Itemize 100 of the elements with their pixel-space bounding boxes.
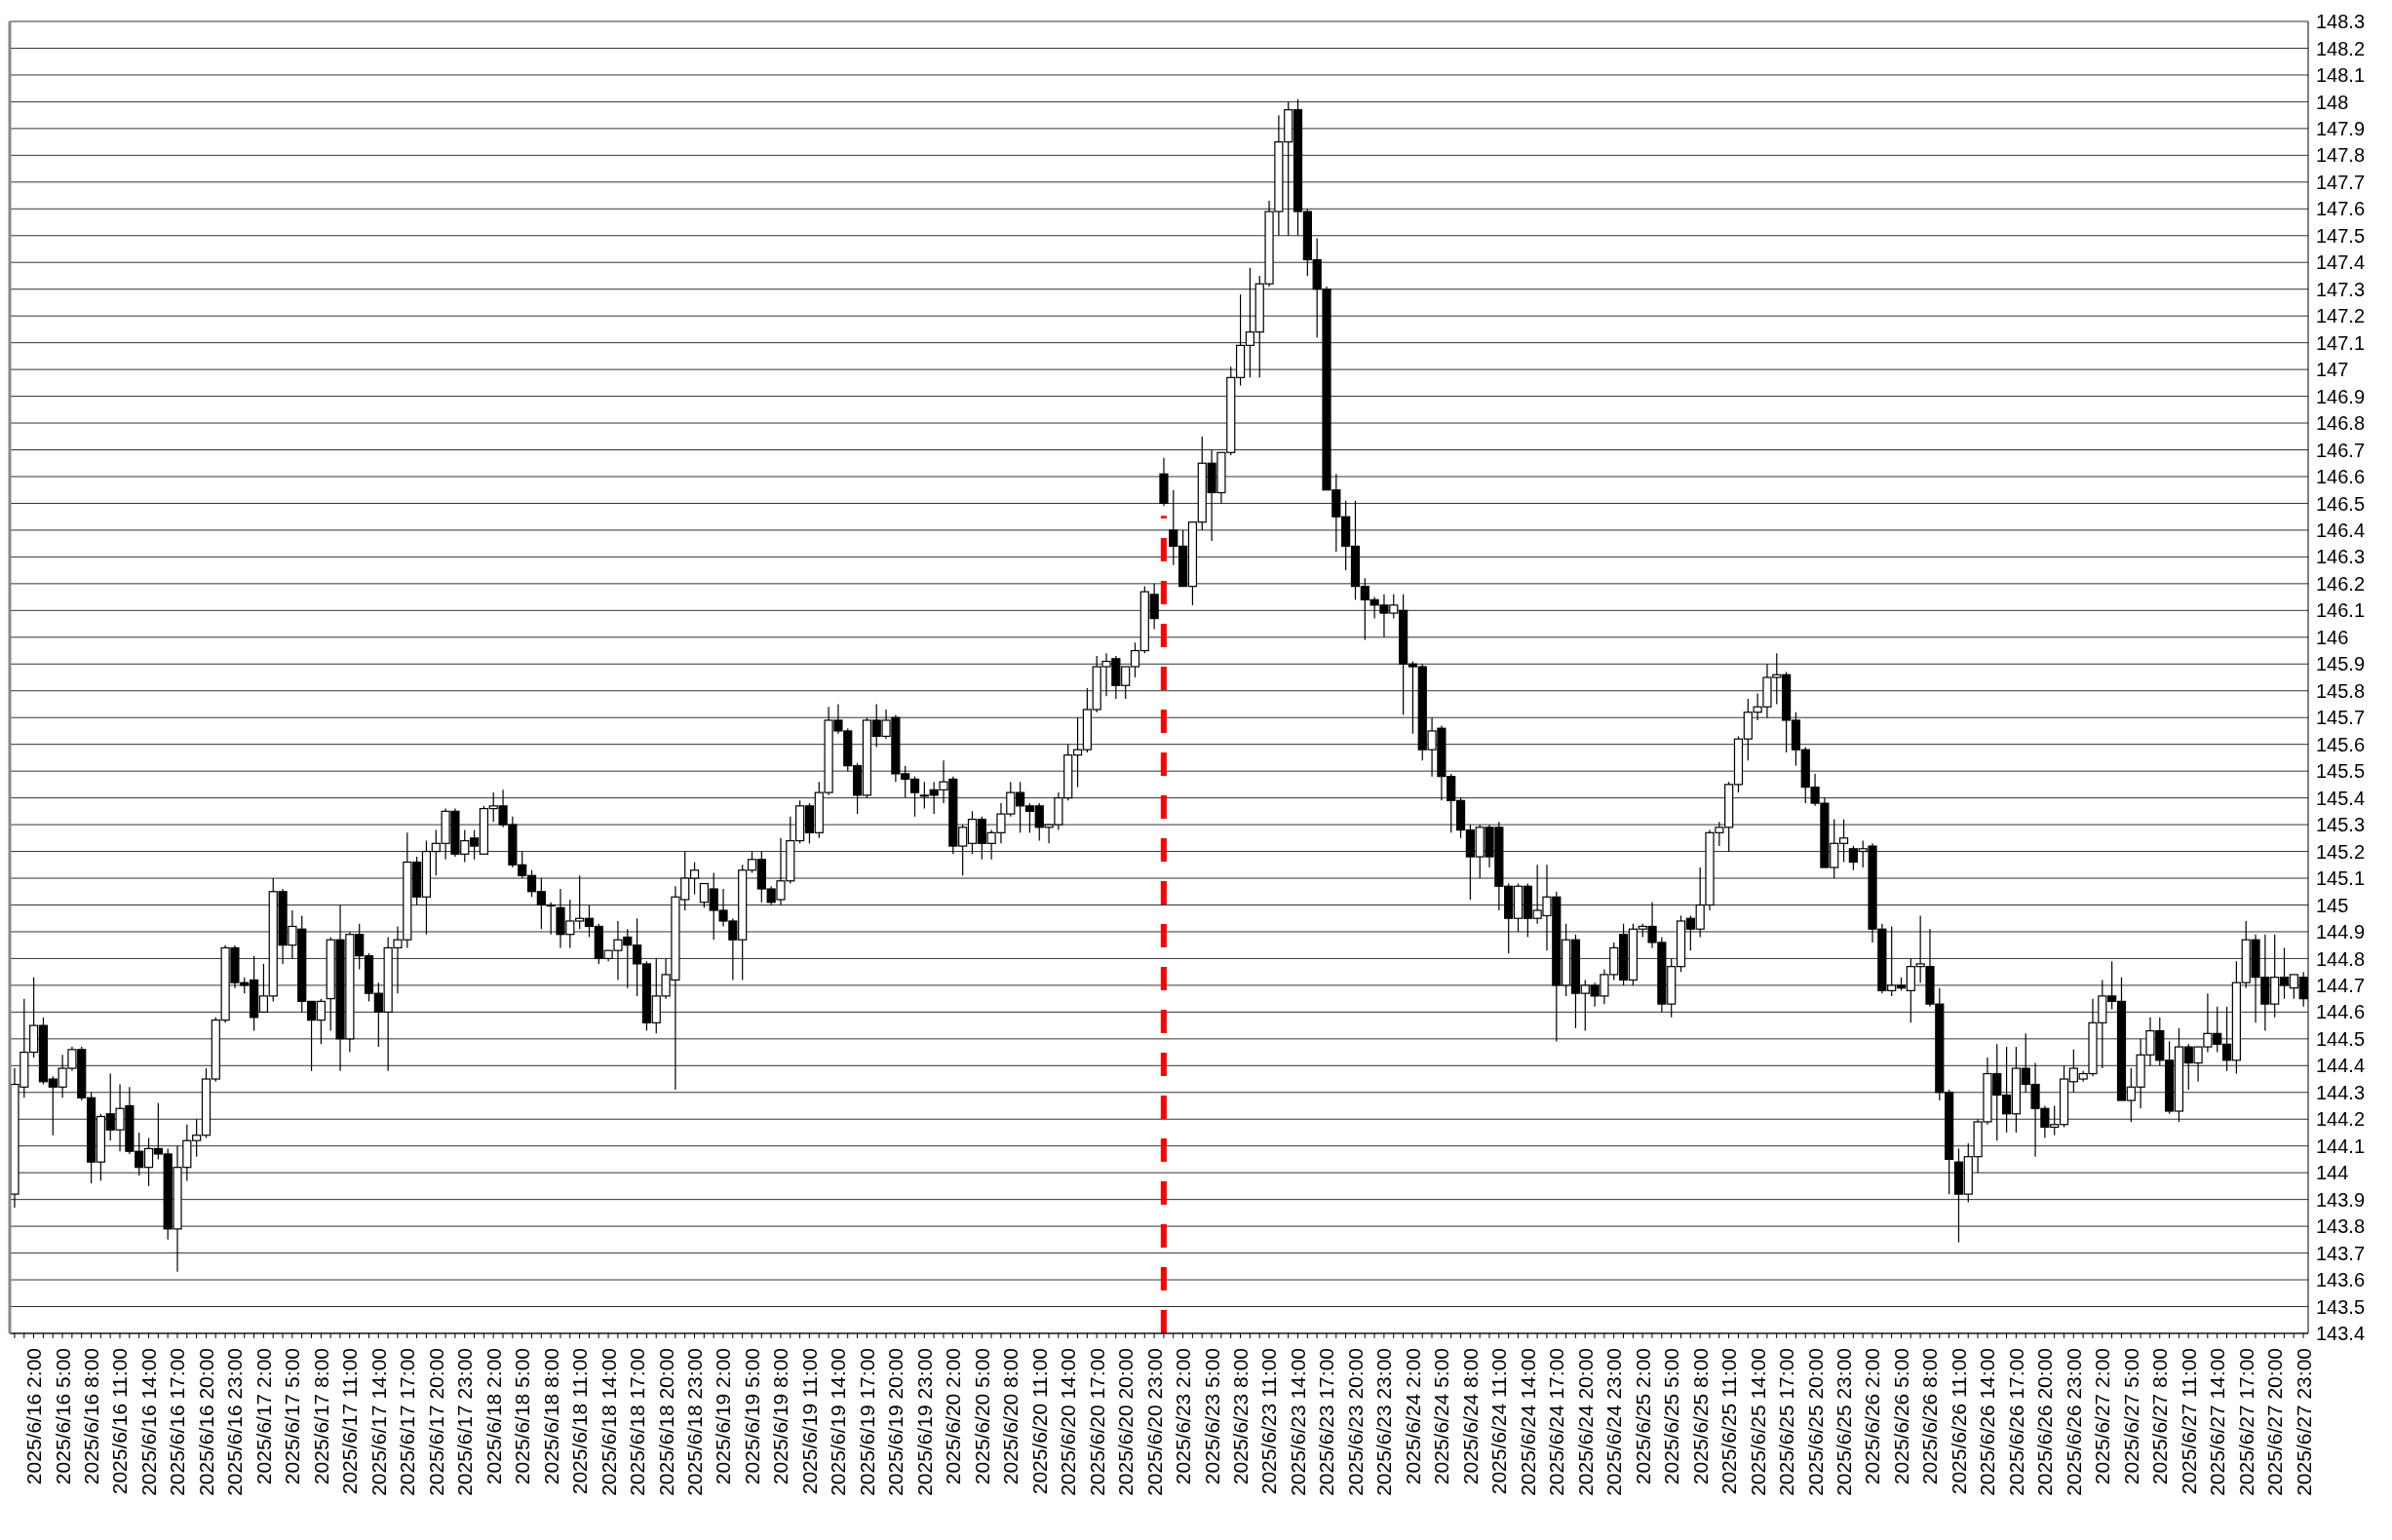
x-tick-label: 2025/6/16 11:00 xyxy=(108,1348,132,1495)
x-tick-label: 2025/6/16 20:00 xyxy=(194,1348,217,1496)
y-tick-label: 144.1 xyxy=(2316,1135,2366,1157)
y-tick-label: 145.3 xyxy=(2316,814,2366,836)
y-tick-label: 144.6 xyxy=(2316,1001,2366,1023)
x-tick-label: 2025/6/23 23:00 xyxy=(1372,1348,1396,1496)
x-tick-label: 2025/6/17 11:00 xyxy=(338,1348,362,1495)
x-tick-label: 2025/6/26 17:00 xyxy=(2004,1348,2027,1496)
x-tick-label: 2025/6/20 8:00 xyxy=(999,1348,1022,1485)
x-tick-label: 2025/6/18 23:00 xyxy=(682,1348,706,1496)
x-tick-label: 2025/6/17 2:00 xyxy=(251,1348,275,1485)
y-tick-label: 146.6 xyxy=(2316,466,2366,488)
y-tick-label: 143.8 xyxy=(2316,1215,2366,1238)
x-tick-label: 2025/6/18 20:00 xyxy=(654,1348,677,1496)
x-tick-label: 2025/6/25 11:00 xyxy=(1717,1348,1741,1495)
y-tick-label: 145.4 xyxy=(2316,787,2366,809)
x-tick-label: 2025/6/20 23:00 xyxy=(1142,1348,1166,1496)
y-tick-label: 148.2 xyxy=(2316,37,2366,59)
x-tick-label: 2025/6/26 20:00 xyxy=(2033,1348,2057,1496)
x-tick-label: 2025/6/26 23:00 xyxy=(2062,1348,2085,1496)
x-tick-label: 2025/6/18 14:00 xyxy=(597,1348,620,1496)
x-tick-label: 2025/6/20 14:00 xyxy=(1057,1348,1080,1496)
x-tick-label: 2025/6/24 2:00 xyxy=(1401,1348,1424,1485)
y-tick-label: 143.7 xyxy=(2316,1242,2366,1264)
x-tick-label: 2025/6/19 23:00 xyxy=(912,1348,936,1496)
x-tick-label: 2025/6/19 11:00 xyxy=(797,1348,821,1495)
y-tick-label: 147.3 xyxy=(2316,278,2366,300)
x-tick-label: 2025/6/16 14:00 xyxy=(136,1348,160,1496)
y-tick-label: 147.6 xyxy=(2316,198,2366,220)
x-tick-label: 2025/6/20 11:00 xyxy=(1027,1348,1051,1495)
y-tick-label: 143.6 xyxy=(2316,1269,2366,1291)
y-tick-label: 144.7 xyxy=(2316,975,2366,996)
x-tick-label: 2025/6/23 11:00 xyxy=(1257,1348,1281,1495)
x-tick-label: 2025/6/24 5:00 xyxy=(1430,1348,1453,1485)
x-tick-label: 2025/6/17 20:00 xyxy=(424,1348,447,1496)
x-tick-label: 2025/6/17 8:00 xyxy=(309,1348,332,1485)
x-tick-label: 2025/6/16 17:00 xyxy=(166,1348,189,1496)
x-tick-label: 2025/6/20 17:00 xyxy=(1085,1348,1108,1496)
x-tick-label: 2025/6/27 8:00 xyxy=(2148,1348,2172,1485)
x-tick-label: 2025/6/27 20:00 xyxy=(2263,1348,2287,1496)
x-tick-label: 2025/6/27 11:00 xyxy=(2177,1348,2200,1495)
x-tick-label: 2025/6/19 20:00 xyxy=(884,1348,907,1496)
x-tick-label: 2025/6/20 2:00 xyxy=(942,1348,965,1485)
x-tick-label: 2025/6/17 14:00 xyxy=(367,1348,390,1496)
y-tick-label: 146.3 xyxy=(2316,546,2366,568)
y-tick-label: 147.4 xyxy=(2316,251,2366,274)
y-tick-label: 146 xyxy=(2316,626,2349,648)
x-tick-label: 2025/6/25 5:00 xyxy=(1660,1348,1683,1485)
y-tick-label: 147.2 xyxy=(2316,305,2366,327)
y-tick-label: 148.1 xyxy=(2316,64,2366,87)
x-tick-label: 2025/6/25 20:00 xyxy=(1803,1348,1827,1496)
x-tick-label: 2025/6/26 14:00 xyxy=(1976,1348,1999,1496)
y-tick-label: 147.5 xyxy=(2316,224,2366,247)
y-tick-label: 145 xyxy=(2316,894,2349,916)
y-tick-label: 143.9 xyxy=(2316,1188,2366,1211)
y-tick-label: 146.2 xyxy=(2316,572,2366,595)
x-tick-label: 2025/6/27 23:00 xyxy=(2292,1348,2315,1496)
x-tick-label: 2025/6/27 17:00 xyxy=(2234,1348,2257,1496)
x-tick-label: 2025/6/23 14:00 xyxy=(1286,1348,1309,1496)
x-tick-label: 2025/6/23 5:00 xyxy=(1200,1348,1223,1485)
x-tick-label: 2025/6/18 11:00 xyxy=(568,1348,592,1495)
x-tick-label: 2025/6/18 17:00 xyxy=(626,1348,649,1496)
y-tick-label: 144.5 xyxy=(2316,1027,2366,1050)
x-tick-label: 2025/6/20 5:00 xyxy=(970,1348,993,1485)
x-tick-label: 2025/6/23 2:00 xyxy=(1172,1348,1195,1485)
x-tick-label: 2025/6/19 5:00 xyxy=(740,1348,763,1485)
x-tick-label: 2025/6/25 8:00 xyxy=(1688,1348,1712,1485)
x-tick-label: 2025/6/18 8:00 xyxy=(539,1348,562,1485)
y-tick-label: 146.4 xyxy=(2316,520,2366,542)
y-tick-label: 144.9 xyxy=(2316,921,2366,943)
y-tick-label: 145.1 xyxy=(2316,867,2366,890)
x-tick-label: 2025/6/26 11:00 xyxy=(1947,1348,1970,1495)
x-tick-label: 2025/6/24 14:00 xyxy=(1516,1348,1539,1496)
x-tick-label: 2025/6/27 14:00 xyxy=(2206,1348,2229,1496)
x-tick-label: 2025/6/16 23:00 xyxy=(223,1348,247,1496)
y-tick-label: 145.8 xyxy=(2316,679,2366,702)
x-tick-label: 2025/6/24 8:00 xyxy=(1458,1348,1482,1485)
y-tick-label: 145.5 xyxy=(2316,760,2366,783)
x-tick-label: 2025/6/17 23:00 xyxy=(453,1348,477,1496)
y-tick-label: 147 xyxy=(2316,359,2349,381)
y-tick-label: 143.4 xyxy=(2316,1323,2366,1345)
x-tick-label: 2025/6/23 8:00 xyxy=(1229,1348,1253,1485)
x-tick-label: 2025/6/26 2:00 xyxy=(1861,1348,1884,1485)
y-tick-label: 147.9 xyxy=(2316,117,2366,139)
x-tick-label: 2025/6/17 5:00 xyxy=(281,1348,304,1485)
x-tick-label: 2025/6/24 17:00 xyxy=(1545,1348,1568,1496)
x-tick-label: 2025/6/24 11:00 xyxy=(1487,1348,1511,1495)
x-tick-label: 2025/6/19 2:00 xyxy=(712,1348,735,1485)
x-tick-label: 2025/6/23 20:00 xyxy=(1343,1348,1367,1496)
x-tick-label: 2025/6/18 5:00 xyxy=(511,1348,534,1485)
x-tick-label: 2025/6/19 17:00 xyxy=(855,1348,878,1496)
y-tick-label: 145.9 xyxy=(2316,653,2366,675)
y-tick-label: 146.7 xyxy=(2316,439,2366,461)
x-tick-label: 2025/6/26 5:00 xyxy=(1889,1348,1912,1485)
y-tick-label: 148 xyxy=(2316,91,2349,113)
y-tick-label: 147.8 xyxy=(2316,144,2366,167)
y-tick-label: 147.7 xyxy=(2316,171,2366,193)
y-tick-label: 146.9 xyxy=(2316,385,2366,407)
x-tick-label: 2025/6/27 2:00 xyxy=(2091,1348,2114,1485)
y-tick-label: 145.7 xyxy=(2316,707,2366,729)
